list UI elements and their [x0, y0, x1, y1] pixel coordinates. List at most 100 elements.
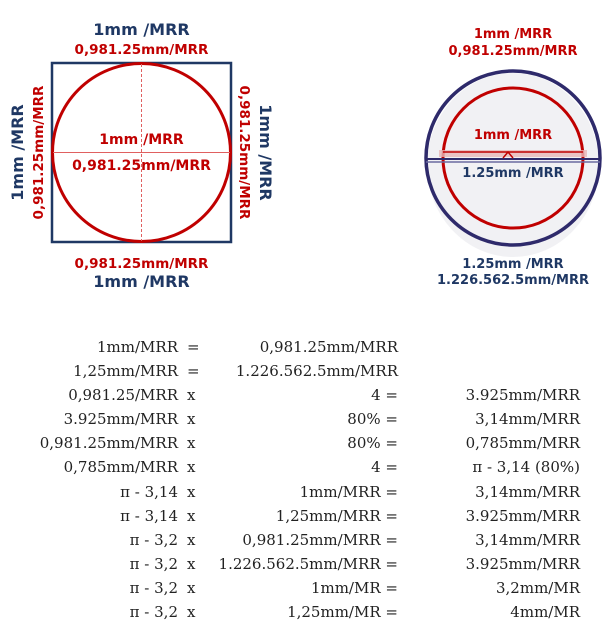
equation-row: 0,981.25/MRR x 4 = 3.925mm/MRR	[0, 386, 615, 410]
equation-operand-value: 1,25mm/MRR	[275, 506, 381, 525]
equation-operand: 0,981.25mm/MRR =	[242, 531, 398, 549]
equation-lhs: 0,981.25mm/MRR	[39, 434, 178, 453]
equation-result: 0,785mm/MRR	[465, 434, 580, 453]
equation-row: π - 3,2 x 1.226.562.5mm/MRR = 3.925mm/MR…	[0, 555, 615, 579]
equation-operator: x	[187, 506, 196, 525]
equation-operator: =	[187, 338, 200, 356]
equation-operand: 1.226.562.5mm/MRR =	[219, 555, 398, 573]
square-center-bottom-label: 0,981.25mm/MRR	[72, 158, 211, 174]
equation-row: π - 3,2 x 0,981.25mm/MRR = 3,14mm/MRR	[0, 531, 615, 555]
equation-operator: x	[187, 530, 196, 549]
square-center-top-label: 1mm /MRR	[99, 132, 184, 148]
equation-operator: x	[187, 386, 196, 405]
square-diagram: 1mm /MRR 0,981.25mm/MRR 1mm /MRR 0,981.2…	[8, 20, 275, 291]
equation-lhs: 0,785mm/MRR	[63, 458, 178, 477]
square-top-label-navy: 1mm /MRR	[93, 20, 189, 39]
equation-lhs: π - 3,14	[120, 506, 178, 525]
equation-lhs: π - 3,2	[129, 530, 178, 549]
rings-top-label-1: 1mm /MRR	[474, 27, 552, 42]
square-right-label-red: 0,981.25mm/MRR	[236, 86, 252, 221]
equation-row: 0,785mm/MRR x 4 = π - 3,14 (80%)	[0, 458, 615, 482]
equation-lhs: 1,25mm/MRR	[73, 362, 178, 381]
equation-row: 1,25mm/MRR = 1.226.562.5mm/MRR	[0, 362, 615, 386]
center-marker	[502, 150, 514, 159]
equation-operator: x	[187, 603, 196, 622]
equation-row: 3.925mm/MRR x 80% = 3,14mm/MRR	[0, 410, 615, 434]
rings-bottom-label-1: 1.25mm /MRR	[462, 257, 563, 272]
equation-lhs: 1mm/MRR	[97, 338, 178, 356]
ring-shadow	[427, 73, 599, 257]
equation-equals: =	[385, 554, 398, 573]
equation-row: 1mm/MRR = 0,981.25mm/MRR	[0, 338, 615, 362]
rings-inner-label: 1mm /MRR	[474, 128, 552, 143]
equation-operand-value: 1mm/MR	[310, 578, 381, 597]
equation-operand-value: 4	[371, 386, 381, 405]
equation-operand-value: 0,981.25mm/MRR	[242, 530, 381, 549]
equation-equals: =	[385, 434, 398, 453]
equation-lhs: π - 3,2	[129, 578, 178, 597]
equation-result: 3,2mm/MR	[495, 578, 580, 597]
equation-row: π - 3,2 x 1,25mm/MR = 4mm/MR	[0, 603, 615, 627]
equation-operand-value: 1mm/MRR	[299, 482, 381, 501]
equation-result: 3.925mm/MRR	[465, 386, 580, 405]
equation-operand-value: 1,25mm/MR	[287, 603, 381, 622]
equation-operand: 4 =	[371, 386, 398, 404]
equation-row: π - 3,14 x 1mm/MRR = 3,14mm/MRR	[0, 483, 615, 507]
diameter-band-inner	[439, 150, 587, 157]
diagrams: 1mm /MRR 0,981.25mm/MRR 1mm /MRR 0,981.2…	[8, 20, 602, 291]
rings-diagram: 1mm /MRR 0,981.25mm/MRR 1mm /MRR 1.25mm …	[424, 27, 602, 288]
square-bottom-label-navy: 1mm /MRR	[93, 272, 189, 291]
equation-equals: =	[385, 506, 398, 525]
equation-operand: 1,25mm/MRR =	[276, 507, 398, 525]
equation-result: 3,14mm/MRR	[475, 530, 580, 549]
equation-operand-value: 1.226.562.5mm/MRR	[218, 554, 381, 573]
equation-operator: x	[187, 458, 196, 477]
equation-operand: 1mm/MRR =	[300, 483, 398, 501]
equation-equals: =	[385, 386, 398, 405]
equation-equals: =	[385, 482, 398, 501]
square-bottom-label-red: 0,981.25mm/MRR	[75, 256, 210, 272]
equation-operand: 0,981.25mm/MRR	[259, 338, 398, 356]
rings-bottom-label-2: 1.226.562.5mm/MRR	[437, 273, 589, 288]
equation-operator: =	[187, 362, 200, 381]
equation-lhs: π - 3,14	[120, 482, 178, 501]
equation-lhs: π - 3,2	[129, 554, 178, 573]
inscribed-circle	[51, 62, 232, 243]
equation-equals: =	[385, 410, 398, 429]
equation-operator: x	[187, 410, 196, 429]
equation-operand: 80% =	[347, 434, 398, 452]
equation-result: 3,14mm/MRR	[475, 482, 580, 501]
equation-result: π - 3,14 (80%)	[472, 458, 580, 477]
equation-operand: 80% =	[347, 410, 398, 428]
equation-result: 3,14mm/MRR	[475, 410, 580, 429]
rings-top-label-2: 0,981.25mm/MRR	[449, 44, 578, 59]
equation-lhs: 3.925mm/MRR	[63, 410, 178, 429]
equation-operator: x	[187, 578, 196, 597]
equation-operator: x	[187, 554, 196, 573]
square-top-label-red: 0,981.25mm/MRR	[75, 42, 210, 58]
equation-row: 0,981.25mm/MRR x 80% = 0,785mm/MRR	[0, 434, 615, 458]
equation-operand-value: 80%	[347, 410, 381, 429]
square-left-label-navy: 1mm /MRR	[8, 104, 27, 200]
equation-result: 4mm/MR	[510, 603, 580, 622]
equation-result: 3.925mm/MRR	[465, 554, 580, 573]
equation-lhs: π - 3,2	[129, 603, 178, 622]
equation-operand: 1mm/MR =	[311, 579, 398, 597]
square-left-label-red: 0,981.25mm/MRR	[31, 85, 47, 220]
equation-equals: =	[385, 578, 398, 597]
equation-row: π - 3,2 x 1mm/MR = 3,2mm/MR	[0, 579, 615, 603]
equation-operand: 1.226.562.5mm/MRR	[235, 362, 398, 381]
equation-operand-value: 80%	[347, 434, 381, 453]
equation-operator: x	[187, 434, 196, 453]
equation-operand: 4 =	[371, 458, 398, 476]
equation-operator: x	[187, 482, 196, 501]
rings-outer-label: 1.25mm /MRR	[462, 166, 563, 181]
square-right-label-navy: 1mm /MRR	[256, 104, 275, 200]
equation-result: 3.925mm/MRR	[465, 506, 580, 525]
equation-operand: 1,25mm/MR =	[287, 603, 398, 621]
equation-equals: =	[385, 530, 398, 549]
equation-operand-value: 4	[371, 458, 381, 477]
equations-table: 1mm/MRR = 0,981.25mm/MRR 1,25mm/MRR = 1.…	[0, 338, 615, 627]
equation-lhs: 0,981.25/MRR	[68, 386, 178, 405]
equation-row: π - 3,14 x 1,25mm/MRR = 3.925mm/MRR	[0, 507, 615, 531]
